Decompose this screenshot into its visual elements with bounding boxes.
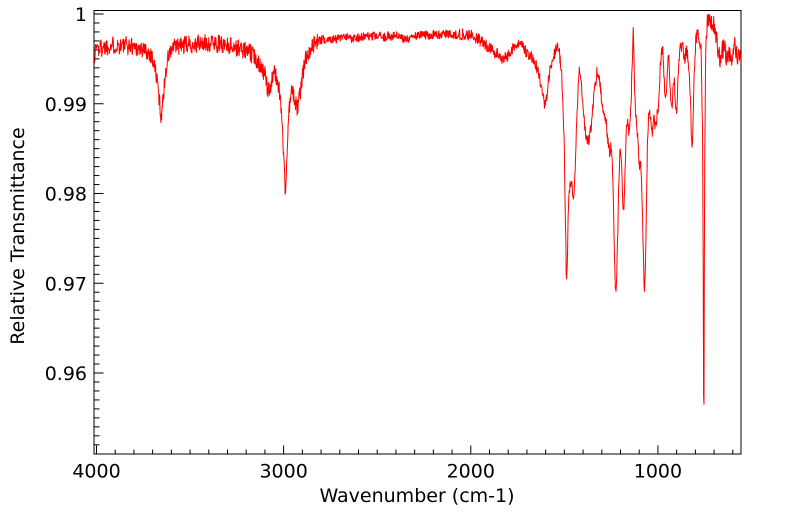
plot-border	[93, 10, 742, 455]
x-tick-label: 1000	[634, 461, 682, 483]
x-tick-label: 2000	[447, 461, 495, 483]
axis-ticks	[94, 13, 734, 454]
y-tick-label: 0.98	[45, 184, 87, 206]
y-tick-label: 0.96	[45, 363, 87, 385]
y-axis-label: Relative Transmittance	[7, 127, 29, 344]
x-tick-label: 4000	[72, 461, 120, 483]
y-tick-label: 1	[75, 4, 87, 26]
y-tick-label: 0.99	[45, 94, 87, 116]
y-tick-label: 0.97	[45, 273, 87, 295]
x-tick-label: 3000	[259, 461, 307, 483]
x-axis-label: Wavenumber (cm-1)	[319, 485, 514, 507]
axis-tick-labels: 4000 3000 2000 1000 1 0.99 0.98 0.97 0.96	[45, 4, 682, 483]
spectrum-line	[94, 14, 742, 405]
